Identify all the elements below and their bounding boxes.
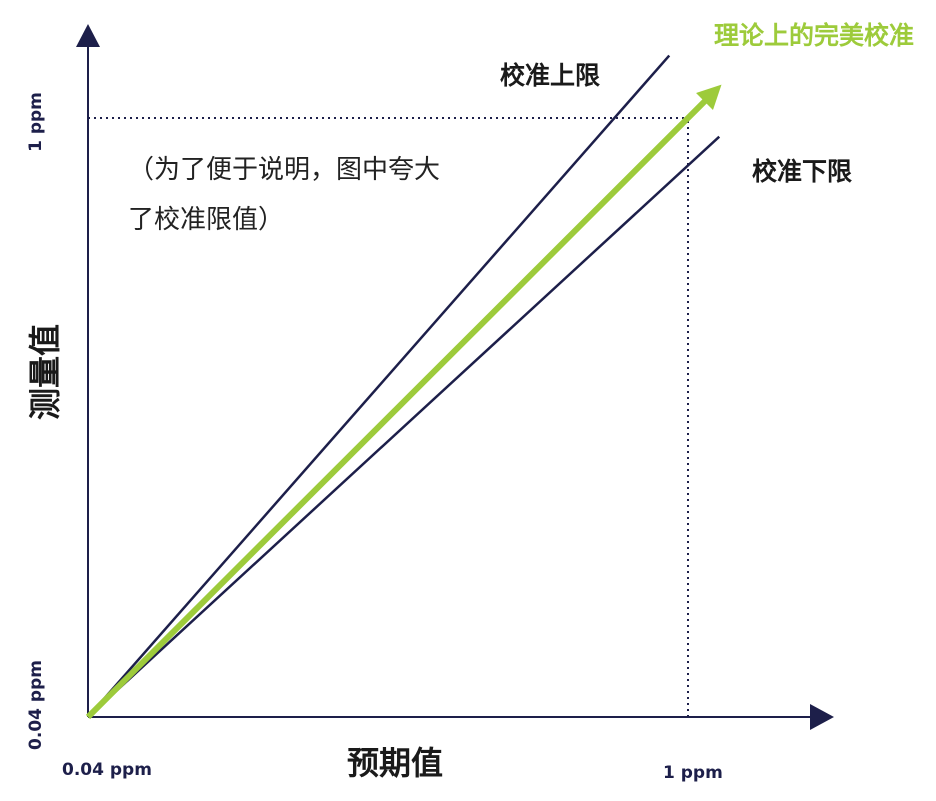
x-tick-label-min: 0.04 ppm (62, 760, 152, 780)
annotation-note-line-1: （为了便于说明，图中夸大 (128, 155, 441, 185)
series-label-lower-limit: 校准下限 (752, 157, 852, 186)
series-label-ideal: 理论上的完美校准 (714, 21, 914, 50)
x-tick-label-max: 1 ppm (663, 763, 723, 783)
annotation-note: （为了便于说明，图中夸大 了校准限值） (128, 145, 528, 245)
annotation-note-line-2: 了校准限值） (128, 205, 285, 235)
y-axis-title: 测量值 (26, 324, 64, 420)
y-axis-arrow-icon (76, 24, 100, 47)
x-axis-title: 预期值 (347, 744, 443, 782)
series-line-upper-limit (87, 54, 671, 718)
y-tick-label-min: 0.04 ppm (26, 660, 46, 750)
series-line-lower-limit (87, 135, 721, 718)
y-tick-label-max: 1 ppm (26, 92, 46, 152)
series-label-upper-limit: 校准上限 (500, 61, 600, 90)
x-axis-arrow-icon (810, 704, 834, 730)
series-line-ideal (85, 84, 722, 720)
